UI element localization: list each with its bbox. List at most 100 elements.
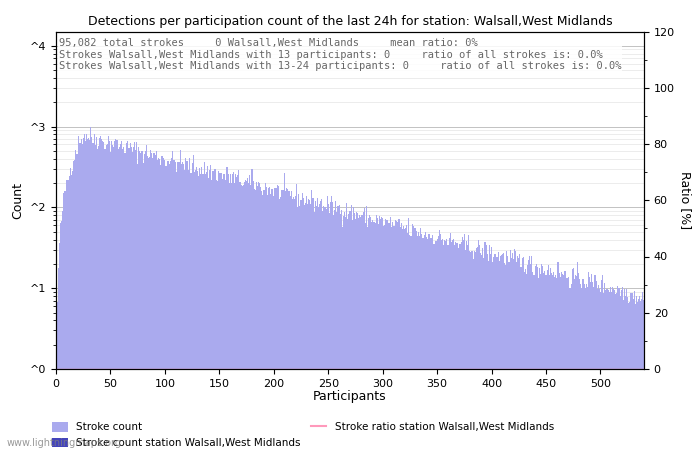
Bar	[206, 166, 208, 450]
Bar	[225, 180, 226, 450]
Bar	[222, 179, 223, 450]
Bar	[638, 299, 639, 450]
Bar	[151, 153, 153, 450]
Bar	[402, 226, 404, 450]
Bar	[219, 173, 220, 450]
Bar	[307, 204, 308, 450]
Bar	[137, 164, 138, 450]
Bar	[545, 274, 547, 450]
Bar	[333, 216, 334, 450]
Bar	[260, 187, 261, 450]
Bar	[410, 236, 412, 450]
Bar	[634, 291, 635, 450]
Bar	[367, 228, 368, 450]
Bar	[113, 147, 114, 450]
Bar	[144, 153, 145, 450]
Bar	[176, 172, 177, 450]
Bar	[284, 173, 285, 450]
Bar	[518, 258, 519, 450]
Bar	[121, 141, 122, 450]
Bar	[187, 161, 188, 450]
Bar	[438, 236, 439, 450]
Bar	[636, 296, 637, 450]
Bar	[64, 191, 65, 450]
Bar	[83, 138, 84, 450]
Bar	[396, 221, 398, 450]
Bar	[321, 199, 322, 450]
Bar	[300, 200, 302, 450]
Bar	[447, 245, 449, 450]
Bar	[150, 149, 151, 450]
Bar	[174, 160, 175, 450]
Bar	[540, 274, 541, 450]
Bar	[510, 258, 512, 450]
Bar	[496, 257, 498, 450]
Bar	[351, 220, 353, 450]
Bar	[221, 173, 222, 450]
Bar	[130, 143, 131, 450]
Bar	[557, 262, 559, 450]
Bar	[512, 253, 513, 450]
Bar	[578, 273, 579, 450]
Bar	[316, 206, 317, 450]
Bar	[640, 301, 641, 450]
Bar	[274, 189, 275, 450]
Bar	[86, 134, 87, 450]
Bar	[132, 153, 133, 450]
Bar	[376, 215, 377, 450]
Bar	[194, 172, 195, 450]
Bar	[108, 140, 110, 450]
Bar	[395, 220, 396, 450]
Bar	[210, 165, 211, 450]
Bar	[172, 151, 173, 450]
Bar	[537, 267, 538, 450]
Bar	[530, 264, 531, 450]
Bar	[443, 245, 444, 450]
Bar	[73, 161, 74, 450]
Bar	[408, 218, 409, 450]
Bar	[349, 212, 351, 450]
Bar	[440, 234, 441, 450]
Bar	[110, 152, 111, 450]
Bar	[249, 176, 251, 450]
Bar	[551, 274, 552, 450]
Bar	[323, 207, 324, 450]
Bar	[425, 232, 426, 450]
Bar	[378, 224, 379, 450]
Bar	[465, 250, 466, 450]
Bar	[520, 267, 522, 450]
Bar	[69, 168, 71, 450]
Bar	[502, 254, 503, 450]
Bar	[643, 301, 645, 450]
Stroke ratio station Walsall,West Midlands	[408, 366, 416, 372]
Bar	[57, 269, 59, 450]
Bar	[245, 180, 246, 450]
Bar	[82, 144, 83, 450]
Bar	[417, 236, 418, 450]
Bar	[435, 241, 437, 450]
Bar	[366, 206, 367, 450]
Bar	[116, 140, 118, 450]
Bar	[580, 284, 582, 450]
Bar	[160, 165, 161, 450]
Bar	[162, 157, 163, 450]
Bar	[141, 151, 143, 450]
Bar	[572, 270, 573, 450]
Bar	[182, 162, 183, 450]
Bar	[432, 235, 433, 450]
Bar	[186, 161, 187, 450]
Bar	[79, 143, 81, 450]
Bar	[549, 275, 550, 450]
Bar	[422, 238, 423, 450]
Bar	[473, 259, 474, 450]
Bar	[400, 223, 402, 450]
Bar	[123, 148, 124, 450]
Bar	[614, 290, 615, 450]
Bar	[314, 201, 316, 450]
Bar	[244, 182, 245, 450]
Bar	[453, 238, 454, 450]
Bar	[78, 136, 79, 450]
Bar	[167, 161, 169, 450]
Bar	[193, 155, 194, 450]
Bar	[475, 252, 476, 450]
